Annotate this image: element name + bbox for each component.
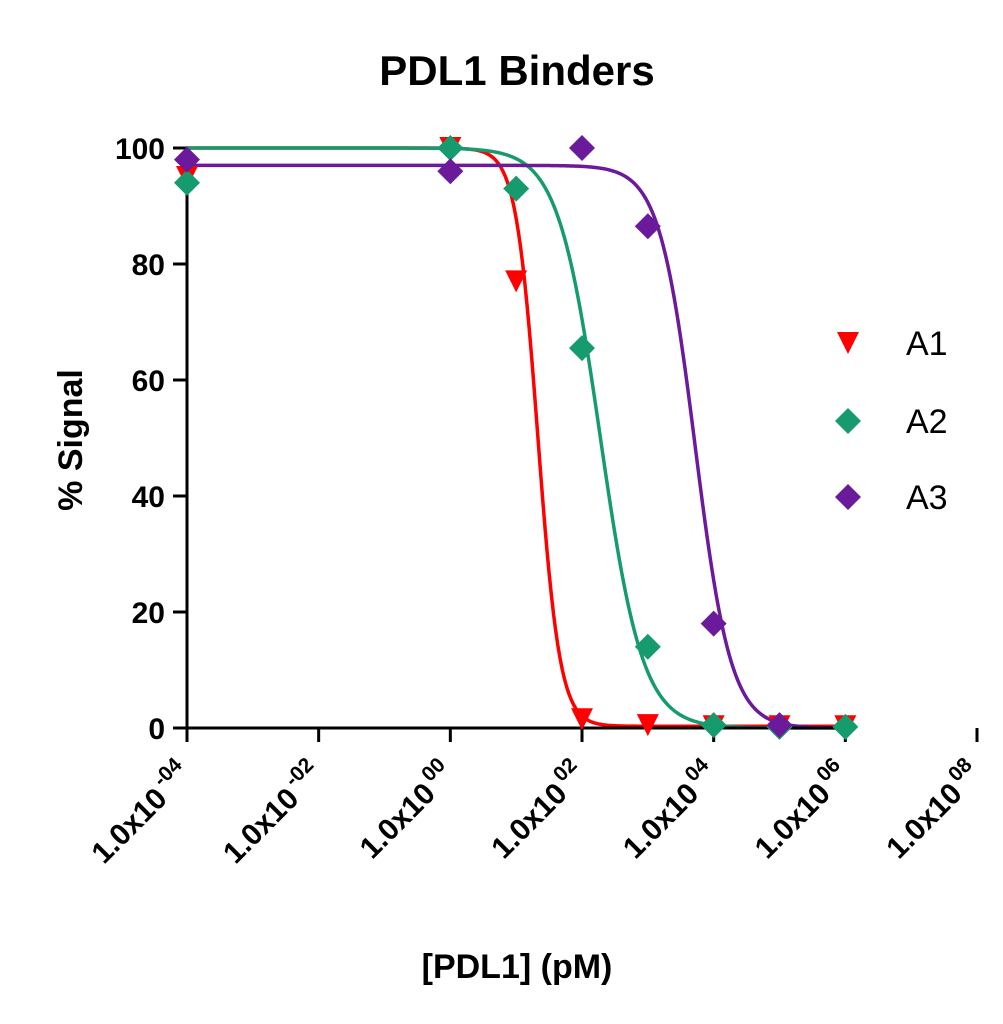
data-point-a3 (174, 146, 200, 173)
data-point-a2 (634, 633, 661, 660)
data-point-a1 (505, 270, 528, 293)
x-tick-label: 1.0x1008 (876, 753, 988, 865)
legend: A1 A2 A3 (835, 325, 948, 517)
fit-curve-a2 (187, 146, 846, 730)
legend-label-a3: A3 (906, 479, 948, 517)
data-point-a2 (700, 712, 727, 739)
legend-marker-a3 (835, 484, 861, 510)
data-point-a3 (766, 712, 793, 739)
x-tick-label: 1.0x1002 (481, 753, 593, 865)
y-tick-label: 60 (132, 365, 165, 398)
legend-label-a2: A2 (906, 403, 948, 441)
data-point-a3 (569, 135, 595, 161)
x-tick-label: 1.0x1004 (613, 753, 725, 865)
data-point-a1 (571, 708, 593, 731)
data-point-a1 (636, 714, 659, 737)
y-tick-label: 0 (148, 713, 165, 746)
data-point-a2 (174, 169, 200, 196)
fit-curve-a1 (187, 146, 846, 729)
y-tick-label: 80 (132, 249, 165, 282)
data-markers (174, 135, 859, 740)
x-tick-label: 1.0x10-04 (81, 753, 198, 870)
data-point-a3 (700, 610, 727, 637)
data-point-a3 (437, 158, 464, 185)
chart-title: PDL1 Binders (379, 47, 654, 94)
x-tick-label: 1.0x1000 (349, 753, 461, 865)
y-tick-label: 40 (132, 481, 165, 514)
data-point-a2 (503, 175, 530, 202)
x-axis-label: [PDL1] (pM) (422, 948, 613, 986)
data-point-a3 (634, 213, 661, 240)
legend-marker-a2 (835, 408, 861, 434)
data-point-a2 (569, 335, 595, 362)
fit-curves (187, 146, 846, 730)
y-tick-label: 100 (115, 133, 165, 166)
x-tick-label: 1.0x10-02 (213, 753, 330, 870)
legend-marker-a1 (837, 332, 859, 354)
data-point-a2 (832, 713, 859, 740)
fit-curve-a3 (187, 163, 846, 730)
y-tick-label: 20 (132, 597, 165, 630)
x-tick-label: 1.0x1006 (744, 753, 856, 865)
data-point-a2 (437, 135, 464, 161)
legend-label-a1: A1 (906, 325, 948, 363)
y-axis-label: % Signal (52, 369, 90, 511)
